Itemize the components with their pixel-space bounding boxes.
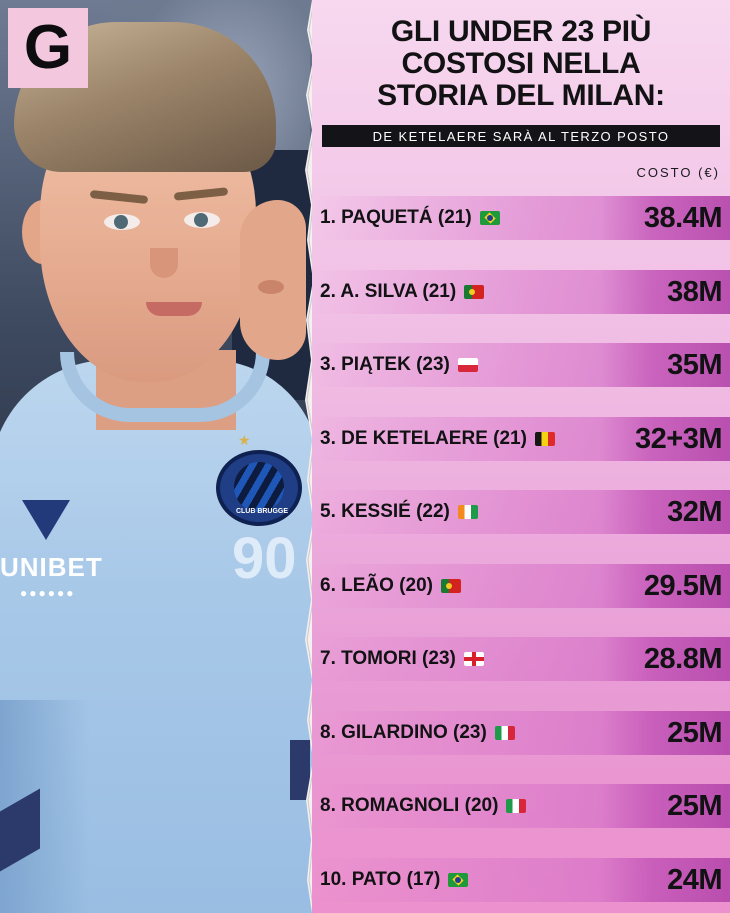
belgium-flag-icon bbox=[534, 432, 555, 446]
brazil-flag-icon bbox=[479, 211, 500, 225]
transfer-cost: 29.5M bbox=[643, 569, 723, 602]
row-value-box bbox=[600, 417, 730, 461]
poland-flag-icon bbox=[457, 358, 478, 372]
player-name: 6. LEÃO (20) bbox=[320, 564, 461, 608]
player-name: 8. GILARDINO (23) bbox=[320, 711, 515, 755]
player-label: 2. A. SILVA (21) bbox=[320, 281, 457, 302]
crest-stripes bbox=[234, 462, 284, 512]
title-line: COSTOSI NELLA bbox=[401, 47, 641, 80]
player-name: 7. TOMORI (23) bbox=[320, 637, 484, 681]
italy-flag-icon bbox=[506, 799, 527, 813]
italy-flag-icon bbox=[494, 726, 515, 740]
ranking-row: 7. TOMORI (23) 28.8M bbox=[312, 637, 730, 681]
transfer-cost: 25M bbox=[667, 789, 722, 822]
player-eye bbox=[184, 212, 220, 228]
row-value-box bbox=[600, 711, 730, 755]
brand-logo: G bbox=[8, 8, 88, 88]
player-eye bbox=[104, 214, 140, 230]
title-line: STORIA DEL MILAN: bbox=[377, 79, 665, 112]
crest-text: CLUB BRUGGE bbox=[235, 508, 289, 515]
ranking-row: 5. KESSIÉ (22) 32M bbox=[312, 490, 730, 534]
player-label: 6. LEÃO (20) bbox=[320, 575, 433, 596]
transfer-cost: 32+3M bbox=[635, 422, 722, 455]
player-name: 3. DE KETELAERE (21) bbox=[320, 417, 555, 461]
ranking-row: 8. ROMAGNOLI (20) 25M bbox=[312, 784, 730, 828]
player-name: 8. ROMAGNOLI (20) bbox=[320, 784, 527, 828]
row-value-box bbox=[600, 196, 730, 240]
transfer-cost: 25M bbox=[667, 716, 722, 749]
portugal-flag-icon bbox=[440, 579, 461, 593]
player-name: 2. A. SILVA (21) bbox=[320, 270, 485, 314]
row-value-box bbox=[600, 637, 730, 681]
england-flag-icon bbox=[463, 652, 484, 666]
shirt-trim bbox=[290, 740, 310, 800]
portugal-flag-icon bbox=[464, 285, 485, 299]
player-label: 3. DE KETELAERE (21) bbox=[320, 428, 527, 449]
player-label: 3. PIĄTEK (23) bbox=[320, 354, 450, 375]
cost-column-header: COSTO (€) bbox=[636, 165, 720, 180]
player-name: 10. PATO (17) bbox=[320, 858, 469, 902]
player-label: 7. TOMORI (23) bbox=[320, 648, 456, 669]
brand-logo-letter: G bbox=[23, 13, 73, 82]
ranking-row: 10. PATO (17) 24M bbox=[312, 858, 730, 902]
ivory-coast-flag-icon bbox=[457, 505, 478, 519]
player-mouth bbox=[146, 302, 202, 316]
shirt-number: 90 bbox=[232, 526, 297, 591]
player-label: 8. GILARDINO (23) bbox=[320, 722, 487, 743]
transfer-cost: 38.4M bbox=[643, 201, 723, 234]
player-label: 10. PATO (17) bbox=[320, 869, 441, 890]
shirt-sponsor-dots: ●●●●●● bbox=[20, 586, 76, 600]
kit-manufacturer-logo-icon bbox=[22, 500, 70, 540]
player-label: 8. ROMAGNOLI (20) bbox=[320, 795, 499, 816]
player-label: 5. KESSIÉ (22) bbox=[320, 501, 450, 522]
player-label: 1. PAQUETÁ (21) bbox=[320, 207, 472, 228]
ranking-panel: GLI UNDER 23 PIÙ COSTOSI NELLA STORIA DE… bbox=[312, 0, 730, 913]
shirt-sponsor: UNIBET bbox=[0, 552, 103, 582]
row-value-box bbox=[600, 784, 730, 828]
player-nose bbox=[150, 248, 178, 278]
crest-star-icon: ★ bbox=[238, 432, 251, 448]
transfer-cost: 28.8M bbox=[643, 642, 723, 675]
player-photo: se UNIBET ●●●●●● ★ CLUB BRUGGE 90 G bbox=[0, 0, 312, 913]
row-value-box bbox=[600, 858, 730, 902]
ranking-row: 3. PIĄTEK (23) 35M bbox=[312, 343, 730, 387]
player-name: 5. KESSIÉ (22) bbox=[320, 490, 478, 534]
title-line: GLI UNDER 23 PIÙ bbox=[390, 15, 652, 48]
row-value-box bbox=[600, 564, 730, 608]
row-value-box bbox=[600, 343, 730, 387]
player-fingernail bbox=[258, 280, 284, 294]
transfer-cost: 35M bbox=[667, 348, 722, 381]
page-title: GLI UNDER 23 PIÙ COSTOSI NELLA STORIA DE… bbox=[326, 16, 716, 112]
brazil-flag-icon bbox=[448, 873, 469, 887]
player-name: 3. PIĄTEK (23) bbox=[320, 343, 478, 387]
ranking-row: 2. A. SILVA (21) 38M bbox=[312, 270, 730, 314]
transfer-cost: 24M bbox=[667, 863, 722, 896]
transfer-cost: 38M bbox=[667, 275, 722, 308]
transfer-cost: 32M bbox=[667, 495, 722, 528]
ranking-row: 1. PAQUETÁ (21) 38.4M bbox=[312, 196, 730, 240]
player-name: 1. PAQUETÁ (21) bbox=[320, 196, 500, 240]
club-crest-icon: CLUB BRUGGE bbox=[216, 450, 302, 526]
row-value-box bbox=[600, 270, 730, 314]
ranking-row: 6. LEÃO (20) 29.5M bbox=[312, 564, 730, 608]
row-value-box bbox=[600, 490, 730, 534]
ranking-row: 8. GILARDINO (23) 25M bbox=[312, 711, 730, 755]
ranking-row: 3. DE KETELAERE (21) 32+3M bbox=[312, 417, 730, 461]
subtitle-bar: DE KETELAERE SARÀ AL TERZO POSTO bbox=[322, 125, 720, 147]
